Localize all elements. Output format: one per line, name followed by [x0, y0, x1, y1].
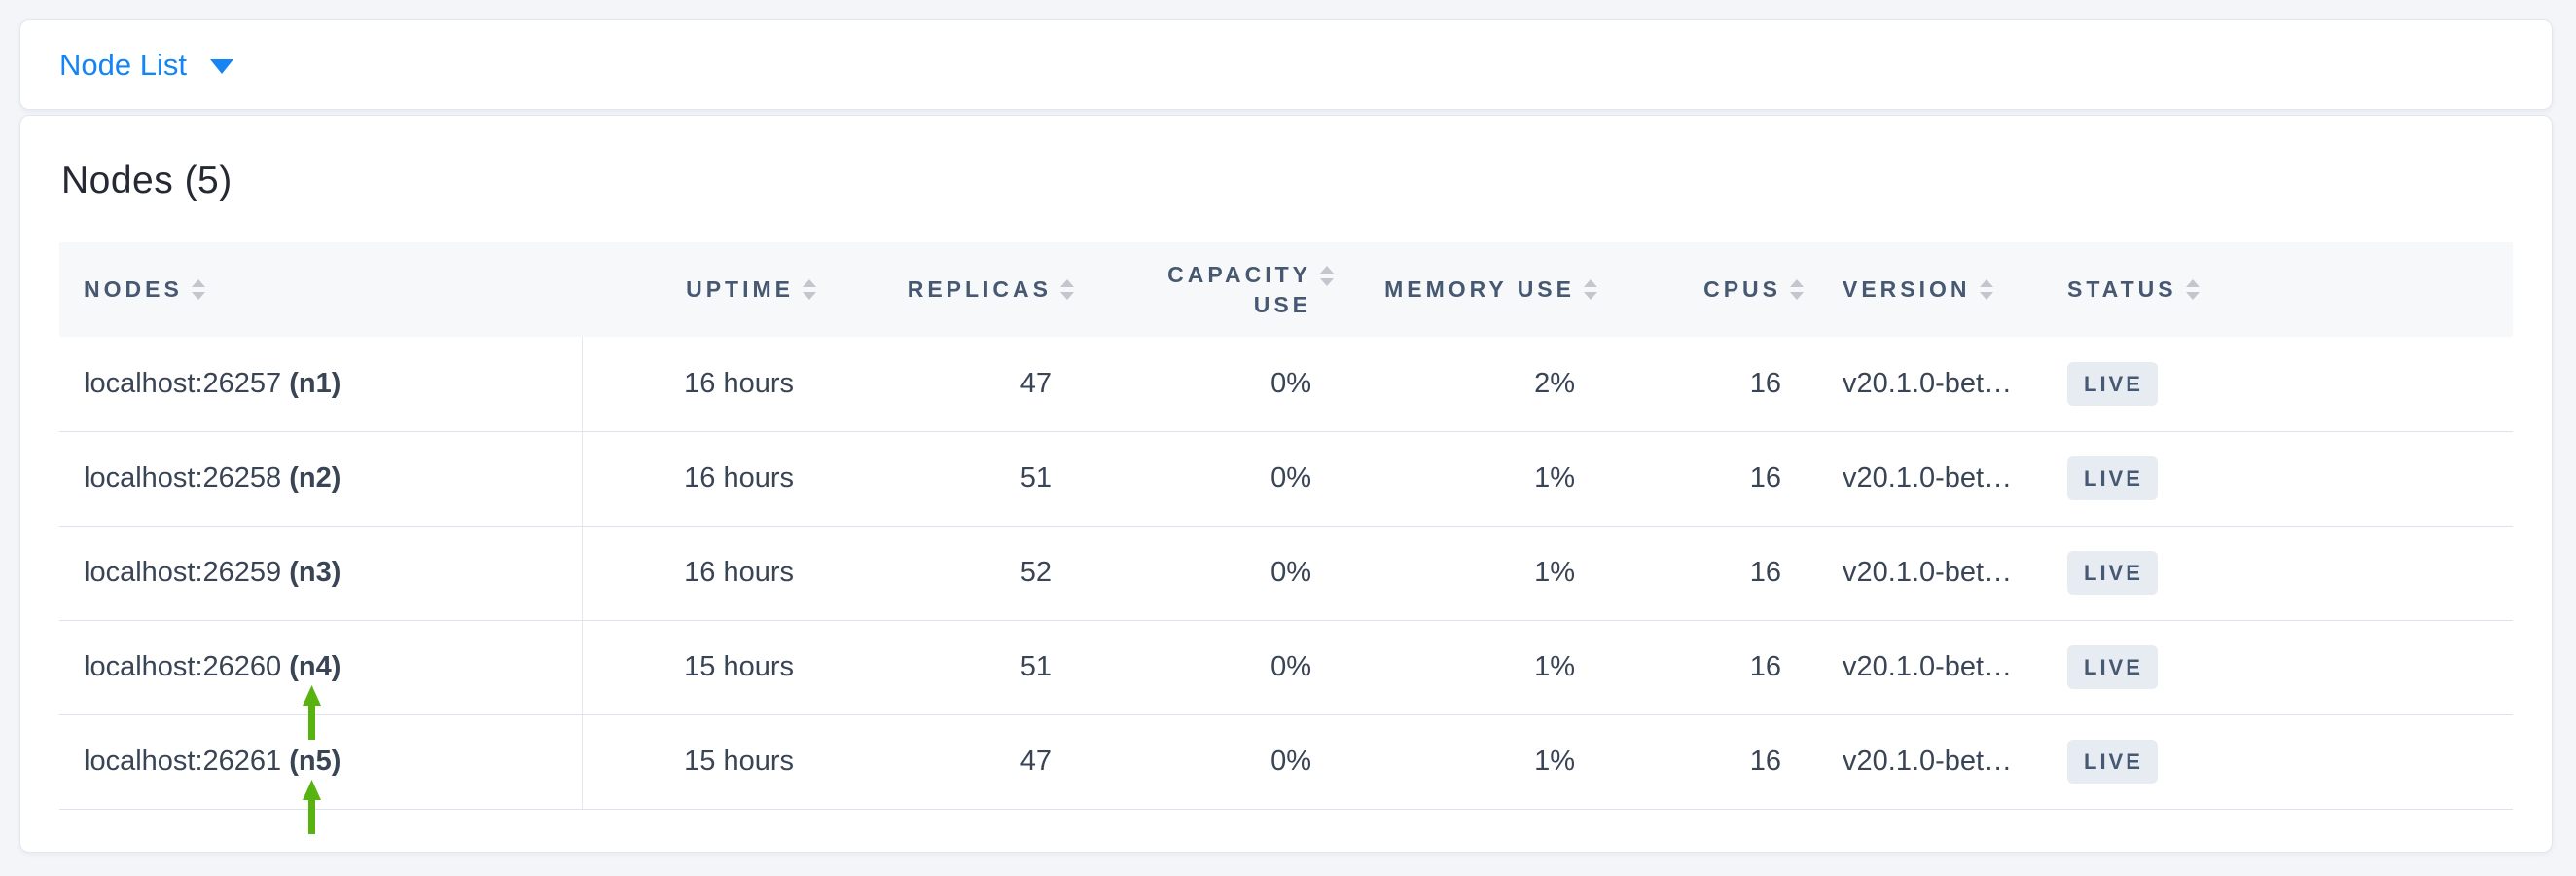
- cpus-cell: 16: [1612, 714, 1818, 810]
- node-address: localhost:26261: [84, 746, 282, 777]
- caret-down-icon: [209, 59, 233, 74]
- table-row: localhost:26258 (n2) 16 hours 51 0% 1% 1…: [59, 431, 2513, 527]
- memory-use-cell: 1%: [1348, 620, 1612, 715]
- nodes-panel: Nodes (5) NODES UPTIME REPLICAS CAPACITY…: [19, 115, 2553, 853]
- view-dropdown[interactable]: Node List: [59, 48, 233, 83]
- capacity-use-cell: 0%: [1089, 337, 1348, 432]
- node-id: (n1): [289, 367, 341, 399]
- replicas-cell: 47: [831, 714, 1089, 810]
- cpus-cell: 16: [1612, 526, 1818, 621]
- cpus-cell: 16: [1612, 431, 1818, 527]
- uptime-cell: 16 hours: [582, 526, 831, 621]
- sort-arrows-icon: [1060, 279, 1074, 300]
- status-badge: LIVE: [2067, 361, 2158, 406]
- view-selector-bar: Node List: [19, 19, 2553, 110]
- status-cell: LIVE: [2043, 714, 2513, 810]
- sort-arrows-icon: [191, 279, 205, 300]
- status-cell: LIVE: [2043, 337, 2513, 432]
- node-address: localhost:26258: [84, 462, 282, 493]
- column-header-cpus[interactable]: CPUS: [1612, 242, 1818, 337]
- column-header-capacity-use[interactable]: CAPACITY USE: [1089, 242, 1348, 337]
- sort-arrows-icon: [1979, 279, 1993, 300]
- capacity-use-cell: 0%: [1089, 431, 1348, 527]
- node-table-body: localhost:26257 (n1) 16 hours 47 0% 2% 1…: [59, 337, 2513, 834]
- cpus-cell: 16: [1612, 620, 1818, 715]
- status-cell: LIVE: [2043, 431, 2513, 527]
- node-id: (n4): [289, 651, 341, 682]
- sort-arrows-icon: [2185, 279, 2200, 300]
- node-address: localhost:26260: [84, 651, 282, 682]
- replicas-cell: 51: [831, 431, 1089, 527]
- column-header-replicas[interactable]: REPLICAS: [831, 242, 1089, 337]
- node-name-cell: localhost:26258 (n2): [59, 431, 583, 527]
- sort-arrows-icon: [1320, 265, 1334, 286]
- view-dropdown-label: Node List: [59, 47, 187, 82]
- memory-use-cell: 1%: [1348, 526, 1612, 621]
- column-header-uptime[interactable]: UPTIME: [582, 242, 831, 337]
- node-id: (n3): [289, 557, 341, 588]
- node-name-cell: localhost:26261 (n5): [59, 714, 583, 834]
- sort-arrows-icon: [1584, 279, 1597, 300]
- capacity-use-cell: 0%: [1089, 714, 1348, 810]
- version-cell: v20.1.0-bet…: [1818, 620, 2043, 715]
- table-row: localhost:26257 (n1) 16 hours 47 0% 2% 1…: [59, 337, 2513, 432]
- node-name-cell: localhost:26257 (n1): [59, 337, 583, 432]
- node-table: NODES UPTIME REPLICAS CAPACITY USE MEMOR…: [59, 242, 2513, 834]
- version-cell: v20.1.0-bet…: [1818, 714, 2043, 810]
- status-badge: LIVE: [2067, 645, 2158, 689]
- uptime-cell: 16 hours: [582, 337, 831, 432]
- uptime-cell: 16 hours: [582, 431, 831, 527]
- node-name-cell: localhost:26260 (n4): [59, 620, 583, 740]
- status-badge: LIVE: [2067, 456, 2158, 500]
- node-table-header: NODES UPTIME REPLICAS CAPACITY USE MEMOR…: [59, 242, 2513, 337]
- replicas-cell: 52: [831, 526, 1089, 621]
- table-row: localhost:26261 (n5) 15 hours 47 0% 1% 1…: [59, 714, 2513, 834]
- node-id: (n2): [289, 462, 341, 493]
- memory-use-cell: 1%: [1348, 431, 1612, 527]
- replicas-cell: 47: [831, 337, 1089, 432]
- uptime-cell: 15 hours: [582, 714, 831, 810]
- version-cell: v20.1.0-bet…: [1818, 526, 2043, 621]
- column-header-version[interactable]: VERSION: [1818, 242, 2043, 337]
- green-arrow-up-icon: [303, 779, 321, 834]
- column-header-memory-use[interactable]: MEMORY USE: [1348, 242, 1612, 337]
- cpus-cell: 16: [1612, 337, 1818, 432]
- node-address: localhost:26257: [84, 367, 282, 399]
- version-cell: v20.1.0-bet…: [1818, 337, 2043, 432]
- column-header-status[interactable]: STATUS: [2043, 242, 2513, 337]
- node-address: localhost:26259: [84, 557, 282, 588]
- version-cell: v20.1.0-bet…: [1818, 431, 2043, 527]
- page-title: Nodes (5): [61, 160, 233, 201]
- node-id: (n5): [289, 746, 341, 777]
- status-cell: LIVE: [2043, 526, 2513, 621]
- table-row: localhost:26260 (n4) 15 hours 51 0% 1% 1…: [59, 620, 2513, 740]
- memory-use-cell: 2%: [1348, 337, 1612, 432]
- status-badge: LIVE: [2067, 740, 2158, 784]
- capacity-use-cell: 0%: [1089, 620, 1348, 715]
- sort-arrows-icon: [803, 279, 816, 300]
- replicas-cell: 51: [831, 620, 1089, 715]
- sort-arrows-icon: [1790, 279, 1804, 300]
- status-cell: LIVE: [2043, 620, 2513, 715]
- column-header-nodes[interactable]: NODES: [59, 242, 582, 337]
- memory-use-cell: 1%: [1348, 714, 1612, 810]
- table-row: localhost:26259 (n3) 16 hours 52 0% 1% 1…: [59, 526, 2513, 621]
- capacity-use-cell: 0%: [1089, 526, 1348, 621]
- node-name-cell: localhost:26259 (n3): [59, 526, 583, 621]
- uptime-cell: 15 hours: [582, 620, 831, 715]
- status-badge: LIVE: [2067, 551, 2158, 595]
